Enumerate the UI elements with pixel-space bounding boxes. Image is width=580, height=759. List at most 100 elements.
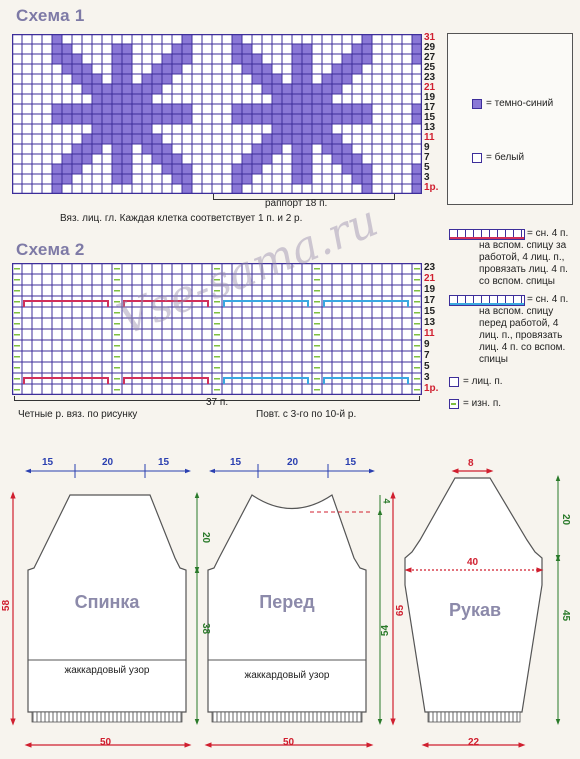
dark-cell (412, 164, 422, 174)
dark-cell (142, 104, 152, 114)
dark-cell (122, 114, 132, 124)
dark-cell (162, 154, 172, 164)
dark-cell (412, 104, 422, 114)
dark-cell (72, 64, 82, 74)
back-piece (10, 464, 200, 748)
dark-cell (172, 164, 182, 174)
white-swatch (472, 153, 482, 163)
dark-cell (362, 114, 372, 124)
row-label: 1р. (424, 182, 439, 193)
dark-cell (52, 54, 62, 64)
dark-cell (232, 104, 242, 114)
dark-cell (102, 84, 112, 94)
dark-cell (252, 64, 262, 74)
scheme1-title: Схема 1 (16, 6, 85, 25)
dark-cell (52, 164, 62, 174)
front-label: Перед (259, 592, 315, 612)
dark-cell (172, 104, 182, 114)
legend-cable-front-label: = сн. 4 п. на вспом. спицу перед работой… (479, 294, 569, 365)
dark-cell (122, 164, 132, 174)
dark-cell (72, 144, 82, 154)
back-label: Спинка (74, 592, 140, 612)
legend-dark-label: = темно-синий (486, 98, 554, 109)
row-label: 3 (424, 172, 430, 183)
purl-swatch (449, 399, 459, 409)
dark-cell (112, 54, 122, 64)
dark-cell (272, 84, 282, 94)
dark-cell (92, 84, 102, 94)
purl-mark (114, 290, 120, 292)
row-label: 7 (424, 350, 430, 361)
purl-mark (214, 345, 220, 347)
sleeve-dim-right-1: 20 (560, 513, 572, 526)
dark-cell (232, 54, 242, 64)
dark-cell (342, 144, 352, 154)
dark-cell (232, 34, 242, 44)
legend-white: = белый (472, 152, 566, 164)
dark-cell (152, 144, 162, 154)
dark-cell (232, 184, 242, 194)
purl-mark (214, 323, 220, 325)
dark-cell (342, 54, 352, 64)
row-label: 19 (424, 284, 436, 295)
back-dim-top-2: 20 (102, 457, 114, 468)
front-dim-right-1: 4 (381, 498, 392, 504)
scheme2-grid (12, 263, 422, 395)
dark-cell (62, 54, 72, 64)
dark-cell (112, 64, 122, 74)
dark-cell (362, 44, 372, 54)
dark-cell (252, 54, 262, 64)
dark-cell (312, 104, 322, 114)
dark-cell (92, 124, 102, 134)
legend-white-label: = белый (486, 152, 525, 163)
scheme1-caption: Вяз. лиц. гл. Каждая клетка соответствуе… (60, 213, 303, 224)
back-dim-right-2: 38 (200, 622, 212, 635)
dark-cell (142, 124, 152, 134)
dark-cell (272, 144, 282, 154)
dark-cell (232, 44, 242, 54)
row-label: 13 (424, 122, 436, 133)
dark-cell (352, 154, 362, 164)
scheme2-caption-right: Повт. с 3-го по 10-й р. (256, 409, 357, 420)
dark-cell (92, 144, 102, 154)
dark-cell (342, 64, 352, 74)
dark-cell (172, 44, 182, 54)
purl-mark (214, 301, 220, 303)
purl-mark (214, 334, 220, 336)
dark-cell (362, 164, 372, 174)
dark-cell (172, 54, 182, 64)
dark-cell (352, 104, 362, 114)
purl-mark (14, 279, 20, 281)
sleeve-dim-mid: 40 (467, 557, 479, 568)
legend-knit-label: = лиц. п. (463, 376, 503, 387)
purl-mark (314, 312, 320, 314)
cable-mark (223, 377, 309, 384)
dark-cell (412, 54, 422, 64)
row-label: 21 (424, 273, 436, 284)
dark-cell (352, 114, 362, 124)
dark-cell (152, 114, 162, 124)
dark-cell (292, 164, 302, 174)
purl-mark (314, 301, 320, 303)
front-jacquard-label: жаккардовый узор (244, 670, 330, 681)
row-label: 5 (424, 162, 430, 173)
dark-cell (292, 84, 302, 94)
dark-cell (322, 94, 332, 104)
dark-cell (162, 104, 172, 114)
dark-cell (62, 44, 72, 54)
dark-cell (342, 154, 352, 164)
cable-mark (123, 377, 209, 384)
dark-cell (72, 54, 82, 64)
dark-cell (302, 104, 312, 114)
dark-cell (62, 164, 72, 174)
dark-cell (102, 124, 112, 134)
dark-cell (242, 64, 252, 74)
dark-cell (172, 114, 182, 124)
dark-cell (292, 74, 302, 84)
dark-cell (52, 174, 62, 184)
dark-cell (122, 74, 132, 84)
dark-cell (412, 184, 422, 194)
dark-cell (162, 144, 172, 154)
dark-cell (272, 124, 282, 134)
purl-mark (14, 290, 20, 292)
